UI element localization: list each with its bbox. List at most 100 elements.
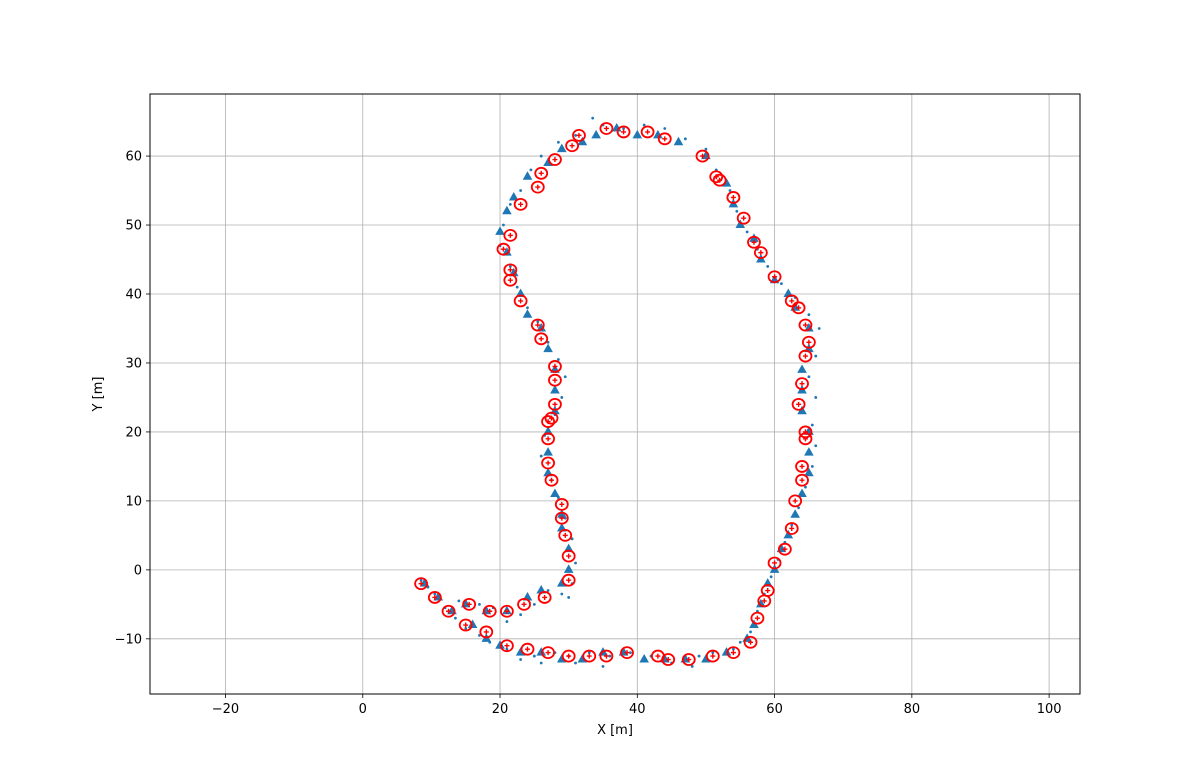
estimate-ellipse [414, 577, 429, 591]
estimate-center [741, 215, 747, 221]
plot-data [414, 116, 821, 668]
measurement-point [556, 140, 560, 144]
estimate-center [559, 515, 565, 521]
estimate-center [799, 381, 805, 387]
estimate-center [538, 170, 544, 176]
estimate-ellipse [496, 242, 511, 256]
landmark-point [550, 488, 560, 497]
measurement-point [780, 282, 783, 286]
estimate-ellipse [500, 639, 514, 653]
estimate-ellipse [798, 318, 813, 332]
x-tick-label: −20 [212, 702, 239, 717]
landmark-point [591, 129, 601, 139]
estimate-center [542, 594, 548, 600]
estimate-center [500, 246, 506, 252]
estimate-ellipse [544, 473, 559, 487]
measurement-point [749, 630, 752, 634]
estimate-center [552, 377, 558, 383]
measurement-point [814, 354, 818, 358]
measurement-point [560, 396, 564, 399]
landmark-point [502, 247, 512, 256]
estimate-center [799, 477, 805, 483]
y-axis-label: Y [m] [91, 377, 106, 413]
landmark-point [543, 343, 553, 353]
measurement-point [478, 602, 481, 606]
landmark-point [797, 488, 807, 497]
estimate-ellipse [541, 456, 555, 470]
measurement-point [587, 651, 591, 655]
y-tick-label: 20 [125, 425, 142, 440]
estimate-ellipse [657, 132, 672, 146]
measurement-point [519, 658, 523, 661]
estimate-center [796, 305, 802, 311]
estimate-ellipse [798, 425, 813, 439]
landmark-point [557, 143, 567, 153]
estimate-ellipse [791, 397, 806, 411]
measurement-point [804, 485, 807, 489]
y-tick-label: 0 [134, 563, 142, 578]
measurement-point [457, 599, 461, 603]
estimate-ellipse [726, 646, 741, 660]
estimate-ellipse [709, 170, 724, 184]
measurement-point [622, 127, 625, 130]
estimate-ellipse [558, 528, 573, 542]
measurement-point [608, 654, 612, 658]
estimate-center [538, 336, 544, 342]
measurement-point [814, 444, 818, 448]
landmark-point [495, 226, 505, 235]
measurement-point [735, 209, 739, 213]
measurement-point [464, 627, 468, 630]
landmark-point [502, 205, 512, 215]
measurement-point [560, 592, 564, 596]
estimate-center [504, 643, 510, 649]
measurement-point [526, 306, 529, 310]
measurement-point [539, 661, 543, 665]
estimate-ellipse [503, 228, 518, 242]
estimate-ellipse [620, 646, 634, 660]
estimate-ellipse [777, 542, 792, 556]
landmark-point [797, 405, 807, 415]
landmark-point [536, 647, 547, 656]
estimate-center [545, 650, 551, 656]
estimate-ellipse [795, 377, 809, 391]
landmark-point [632, 129, 643, 139]
y-tick-label: 30 [125, 356, 142, 371]
measurement-point [601, 665, 605, 668]
measurement-point [563, 516, 567, 520]
estimate-center [765, 588, 771, 594]
estimate-ellipse [791, 301, 806, 315]
estimate-center [621, 129, 627, 135]
estimate-center [761, 598, 767, 604]
measurement-point [488, 640, 492, 644]
estimate-ellipse [616, 125, 631, 139]
estimate-ellipse [561, 549, 576, 563]
measurement-point [807, 375, 811, 379]
estimate-center [549, 477, 555, 483]
landmark-point [543, 447, 553, 456]
estimate-center [624, 650, 630, 656]
estimate-ellipse [541, 415, 555, 428]
landmark-point [749, 619, 759, 629]
measurement-point [574, 133, 577, 137]
landmark-point [804, 322, 814, 332]
measurement-point [539, 154, 543, 158]
measurement-point [745, 230, 749, 234]
estimate-center [645, 129, 651, 135]
estimate-center [802, 429, 808, 435]
landmark-point [495, 640, 505, 649]
estimate-ellipse [462, 597, 477, 611]
estimate-center [748, 639, 754, 645]
estimate-ellipse [441, 604, 456, 618]
measurement-point [536, 320, 540, 323]
estimate-ellipse [458, 618, 473, 632]
landmark-point [735, 219, 746, 229]
measurement-point [810, 465, 814, 468]
measurement-point [556, 358, 560, 361]
measurement-point [790, 523, 794, 527]
estimate-center [603, 125, 609, 131]
estimate-ellipse [561, 649, 576, 663]
estimate-ellipse [513, 197, 528, 211]
estimate-ellipse [784, 294, 799, 308]
estimate-ellipse [534, 166, 549, 180]
landmark-point [563, 543, 574, 553]
